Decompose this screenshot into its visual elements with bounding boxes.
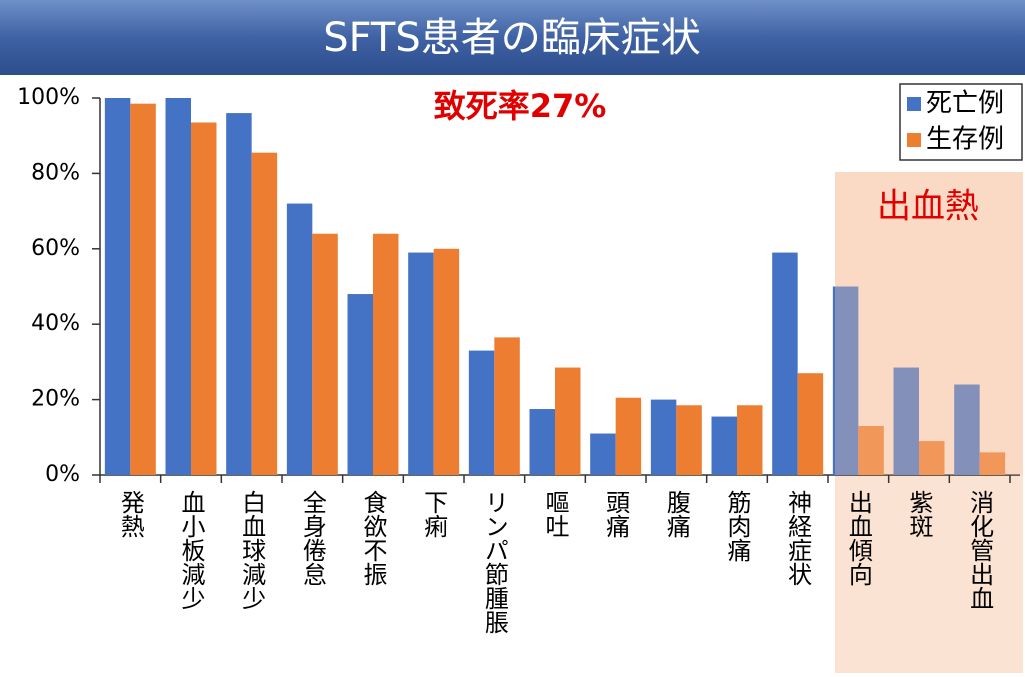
x-tick-label: 血小板減少	[177, 490, 205, 610]
x-tick-label: 全身倦怠	[298, 490, 326, 586]
legend-swatch	[907, 133, 921, 147]
legend-box	[899, 83, 1023, 161]
bar	[312, 233, 338, 475]
y-tick-label: 40%	[31, 311, 80, 336]
bar	[772, 252, 798, 475]
chart-title: SFTS患者の臨床症状	[323, 15, 701, 61]
bar	[251, 152, 278, 476]
bar	[858, 425, 884, 475]
y-tick-label: 60%	[31, 236, 80, 261]
bar	[919, 441, 945, 475]
x-tick-label: 腹痛	[662, 490, 690, 538]
x-tick-label: 発熱	[116, 490, 144, 538]
bar	[893, 367, 919, 475]
highlight-region	[835, 172, 1023, 673]
x-tick-label: 食欲不振	[359, 490, 387, 586]
y-tick-label: 100%	[17, 85, 80, 110]
x-tick-label: 消化管出血	[966, 490, 994, 610]
bar	[191, 122, 217, 475]
y-tick-label: 20%	[31, 387, 80, 412]
bar	[433, 248, 460, 475]
x-tick-label: 筋肉痛	[723, 490, 751, 562]
x-tick-label: 紫斑	[905, 490, 933, 538]
y-tick-label: 80%	[31, 160, 80, 185]
bar	[979, 452, 1006, 475]
bar	[130, 103, 156, 475]
bar	[615, 397, 642, 475]
x-tick-label: リンパ節腫脹	[480, 490, 508, 634]
annotation: 致死率27%	[434, 87, 607, 125]
x-tick-label: 白血球減少	[238, 490, 266, 610]
x-tick-label: 下痢	[420, 490, 448, 538]
x-tick-label: 神経症状	[784, 490, 812, 586]
bar	[529, 409, 555, 475]
bar	[104, 98, 131, 475]
bar	[347, 294, 373, 475]
bar	[408, 252, 434, 475]
legend-label: 生存例	[926, 125, 1004, 155]
bar	[373, 233, 399, 475]
bar	[832, 286, 859, 475]
bar	[555, 367, 581, 475]
annotation: 出血熱	[877, 187, 979, 227]
bar	[165, 98, 191, 475]
bar	[226, 113, 252, 475]
bar	[797, 373, 824, 475]
bar	[954, 384, 980, 475]
bar	[650, 399, 677, 475]
bar	[286, 203, 313, 475]
bar	[468, 350, 495, 475]
x-tick-label: 嘔吐	[541, 490, 569, 538]
bar	[737, 405, 763, 475]
title-bar	[0, 0, 1025, 75]
bar	[711, 416, 737, 475]
y-tick-label: 0%	[45, 462, 80, 487]
legend-swatch	[907, 97, 921, 111]
bar	[494, 337, 520, 475]
highlight-overlay	[835, 172, 1023, 475]
x-tick-label: 頭痛	[602, 490, 630, 538]
legend-label: 死亡例	[926, 89, 1004, 119]
bar	[676, 405, 702, 475]
x-tick-label: 出血傾向	[844, 490, 872, 586]
bar	[590, 433, 616, 475]
